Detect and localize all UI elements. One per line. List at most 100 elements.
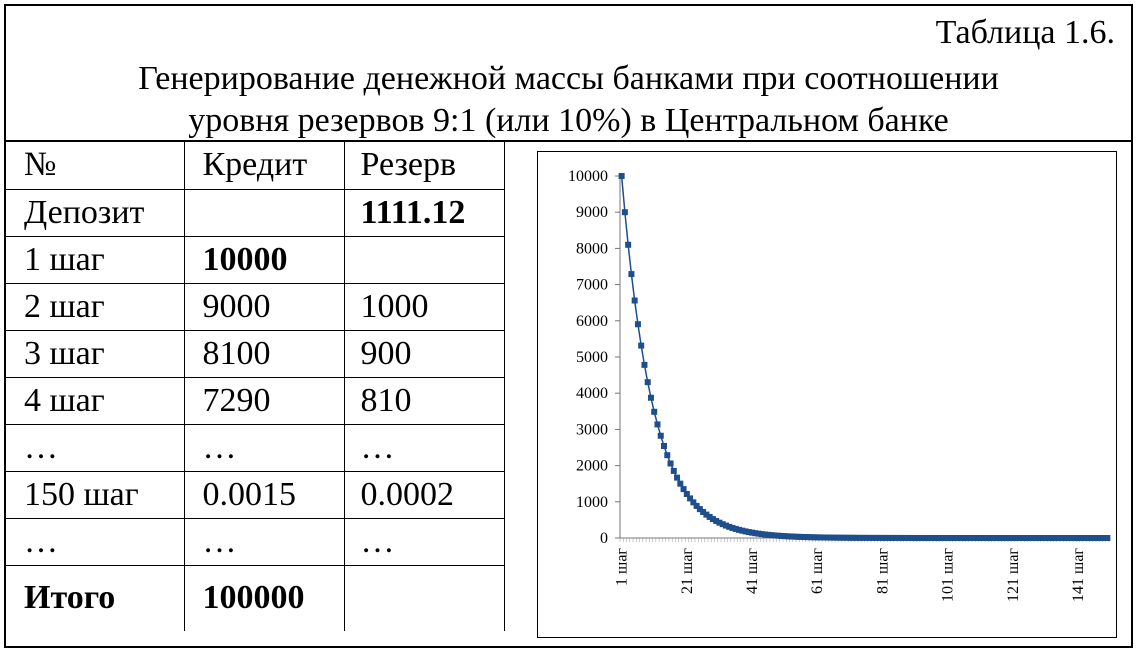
- row-label: 2 шаг: [6, 282, 185, 331]
- data-point: [898, 534, 905, 541]
- y-tick-label: 5000: [576, 349, 608, 366]
- data-point: [1052, 534, 1059, 541]
- table-row: … … …: [6, 423, 505, 472]
- data-point: [1084, 534, 1091, 541]
- data-point: [729, 524, 736, 531]
- data-point: [918, 534, 925, 541]
- data-point: [670, 467, 677, 474]
- data-point: [709, 516, 716, 523]
- y-tick-label: 9000: [576, 204, 608, 221]
- data-point: [1035, 534, 1042, 541]
- data-point: [667, 460, 674, 467]
- data-point: [644, 379, 651, 386]
- data-point: [876, 534, 883, 541]
- data-point: [794, 533, 801, 540]
- data-point: [1048, 534, 1055, 541]
- data-table: № Кредит Резерв Депозит 1111.12 1 шаг 10…: [6, 142, 505, 631]
- data-point: [889, 534, 896, 541]
- data-point: [866, 534, 873, 541]
- y-tick-label: 6000: [576, 313, 608, 330]
- row-credit: 7290: [183, 376, 345, 425]
- data-point: [882, 534, 889, 541]
- data-point: [824, 534, 831, 541]
- data-point: [960, 534, 967, 541]
- data-point: [775, 532, 782, 539]
- data-point: [690, 499, 697, 506]
- data-point: [713, 517, 720, 524]
- data-point: [846, 534, 853, 541]
- data-point: [657, 432, 664, 439]
- data-point: [1101, 534, 1108, 541]
- title-line-1: Генерирование денежной массы банками при…: [138, 60, 999, 97]
- data-point: [674, 474, 681, 481]
- data-point: [654, 421, 661, 428]
- data-point: [735, 526, 742, 533]
- data-point: [863, 534, 870, 541]
- row-credit: 0.0015: [183, 470, 345, 519]
- data-point: [814, 534, 821, 541]
- data-point: [696, 506, 703, 513]
- data-point: [1029, 534, 1036, 541]
- header-row: № Кредит Резерв: [6, 142, 505, 190]
- data-point: [827, 534, 834, 541]
- data-point: [716, 519, 723, 526]
- data-point: [1075, 534, 1082, 541]
- data-point: [683, 490, 690, 497]
- header-credit: Кредит: [183, 142, 345, 190]
- data-point: [638, 342, 645, 349]
- data-point: [993, 534, 1000, 541]
- data-point: [902, 534, 909, 541]
- data-point: [843, 534, 850, 541]
- data-point: [934, 534, 941, 541]
- data-point: [892, 534, 899, 541]
- data-point: [957, 534, 964, 541]
- data-point: [938, 534, 945, 541]
- data-point: [830, 534, 837, 541]
- data-point: [1088, 534, 1095, 541]
- data-point: [987, 534, 994, 541]
- data-point: [951, 534, 958, 541]
- data-point: [915, 534, 922, 541]
- table-row: 3 шаг 8100 900: [6, 329, 505, 378]
- table-row: 1 шаг 10000: [6, 235, 505, 284]
- data-point: [722, 522, 729, 529]
- data-point: [908, 534, 915, 541]
- data-point: [980, 534, 987, 541]
- data-point: [817, 534, 824, 541]
- data-point: [1097, 534, 1104, 541]
- data-point: [628, 271, 635, 278]
- title-line-2: уровня резервов 9:1 (или 10%) в Централь…: [188, 102, 949, 139]
- data-point: [885, 534, 892, 541]
- data-point: [765, 531, 772, 538]
- data-point: [996, 534, 1003, 541]
- data-point: [719, 521, 726, 528]
- row-credit: [183, 188, 345, 237]
- data-point: [618, 173, 625, 179]
- data-point: [1078, 534, 1085, 541]
- data-point: [1039, 534, 1046, 541]
- data-point: [693, 502, 700, 509]
- y-tick-label: 10000: [568, 168, 608, 185]
- data-point: [651, 408, 658, 415]
- data-point: [856, 534, 863, 541]
- row-label: 3 шаг: [6, 329, 185, 378]
- row-reserve: …: [343, 517, 505, 566]
- row-credit: 10000: [183, 235, 345, 284]
- data-point: [925, 534, 932, 541]
- data-point: [732, 525, 739, 532]
- data-point: [912, 534, 919, 541]
- row-reserve: …: [343, 423, 505, 472]
- data-point: [801, 534, 808, 541]
- data-point: [664, 452, 671, 459]
- data-point: [840, 534, 847, 541]
- data-point: [788, 533, 795, 540]
- caption: Таблица 1.6. Генерирование денежной масс…: [6, 6, 1131, 142]
- data-point: [1006, 534, 1013, 541]
- x-tick-label: 101 шаг: [940, 548, 957, 602]
- data-point: [687, 495, 694, 502]
- data-point: [742, 528, 749, 535]
- data-point: [680, 486, 687, 493]
- x-tick-label: 121 шаг: [1005, 548, 1022, 602]
- row-reserve: 900: [343, 329, 505, 378]
- data-point: [745, 529, 752, 536]
